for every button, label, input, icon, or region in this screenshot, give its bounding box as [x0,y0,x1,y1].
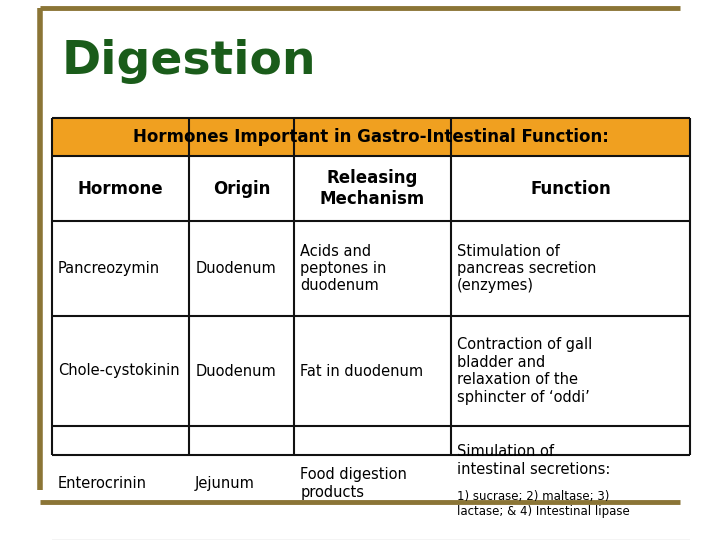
Bar [52,118,690,156]
Text: Duodenum: Duodenum [195,261,276,276]
Text: Duodenum: Duodenum [195,363,276,379]
Text: Hormone: Hormone [78,179,163,198]
Text: 1) sucrase; 2) maltase; 3)
lactase; & 4) Intestinal lipase: 1) sucrase; 2) maltase; 3) lactase; & 4)… [456,490,629,518]
Text: Contraction of gall
bladder and
relaxation of the
sphincter of ‘oddi’: Contraction of gall bladder and relaxati… [456,338,592,404]
Text: Enterocrinin: Enterocrinin [58,476,147,491]
Text: Function: Function [530,179,611,198]
Text: Hormones Important in Gastro-Intestinal Function:: Hormones Important in Gastro-Intestinal … [133,128,609,146]
Text: Simulation of
intestinal secretions:: Simulation of intestinal secretions: [456,444,610,477]
Text: Digestion: Digestion [62,39,317,84]
Text: Fat in duodenum: Fat in duodenum [300,363,423,379]
Text: Pancreozymin: Pancreozymin [58,261,160,276]
Text: Food digestion
products: Food digestion products [300,467,408,500]
Text: Origin: Origin [213,179,271,198]
Text: Stimulation of
pancreas secretion
(enzymes): Stimulation of pancreas secretion (enzym… [456,244,596,293]
Text: Acids and
peptones in
duodenum: Acids and peptones in duodenum [300,244,387,293]
Text: Jejunum: Jejunum [195,476,255,491]
Text: Releasing
Mechanism: Releasing Mechanism [320,169,426,208]
Text: Chole-cystokinin: Chole-cystokinin [58,363,179,379]
